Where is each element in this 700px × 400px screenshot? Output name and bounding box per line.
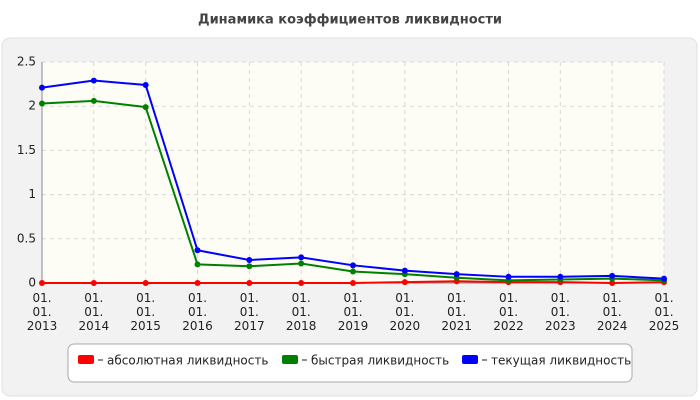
- data-point: [90, 77, 97, 84]
- data-point: [350, 268, 356, 275]
- y-tick-label: 2.5: [17, 55, 36, 69]
- data-point: [142, 280, 149, 286]
- data-point: [298, 254, 305, 261]
- data-point: [39, 100, 45, 107]
- x-tick-label: 01. 01. 2017: [234, 291, 265, 333]
- data-point: [39, 280, 45, 286]
- data-point: [505, 273, 512, 280]
- y-tick-label: 0.5: [17, 231, 36, 245]
- legend-label: текущая ликвидность: [491, 354, 631, 368]
- data-point: [350, 280, 356, 286]
- x-tick-label: 01. 01. 2020: [390, 291, 421, 333]
- legend-label: абсолютная ликвидность: [107, 354, 268, 368]
- data-point: [142, 81, 149, 88]
- data-point: [298, 280, 305, 286]
- y-tick-label: 1: [28, 187, 36, 201]
- x-tick-label: 01. 01. 2019: [338, 291, 369, 333]
- x-tick-label: 01. 01. 2016: [182, 291, 213, 333]
- data-point: [194, 247, 201, 254]
- data-point: [401, 267, 408, 274]
- data-point: [557, 273, 564, 280]
- data-point: [661, 275, 667, 282]
- legend-swatch: [282, 355, 298, 364]
- x-tick-label: 01. 01. 2021: [441, 291, 472, 333]
- data-point: [453, 271, 460, 278]
- x-tick-label: 01. 01. 2014: [79, 291, 110, 333]
- data-point: [609, 272, 616, 279]
- data-point: [194, 280, 201, 286]
- data-point: [194, 261, 201, 268]
- x-tick-label: 01. 01. 2013: [27, 291, 58, 333]
- data-point: [350, 262, 356, 269]
- x-tick-label: 01. 01. 2023: [545, 291, 576, 333]
- x-tick-label: 01. 01. 2015: [130, 291, 161, 333]
- data-point: [90, 280, 97, 286]
- x-tick-label: 01. 01. 2018: [286, 291, 317, 333]
- legend: [67, 343, 633, 383]
- y-tick-label: 2: [28, 99, 36, 113]
- legend-label: быстрая ликвидность: [311, 354, 449, 368]
- chart-title: Динамика коэффициентов ликвидности: [198, 13, 502, 28]
- data-point: [298, 260, 305, 267]
- y-tick-label: 1.5: [17, 143, 36, 157]
- data-point: [401, 279, 408, 286]
- legend-swatch: [78, 355, 94, 364]
- data-point: [246, 263, 253, 270]
- data-point: [90, 97, 97, 104]
- data-point: [39, 84, 45, 91]
- x-tick-label: 01. 01. 2024: [597, 291, 628, 333]
- y-tick-label: 0: [28, 276, 36, 290]
- x-tick-label: 01. 01. 2022: [493, 291, 524, 333]
- data-point: [246, 257, 253, 264]
- legend-swatch: [462, 355, 478, 364]
- data-point: [246, 280, 253, 286]
- x-tick-label: 01. 01. 2025: [649, 291, 680, 333]
- data-point: [142, 104, 149, 111]
- data-point: [609, 280, 616, 286]
